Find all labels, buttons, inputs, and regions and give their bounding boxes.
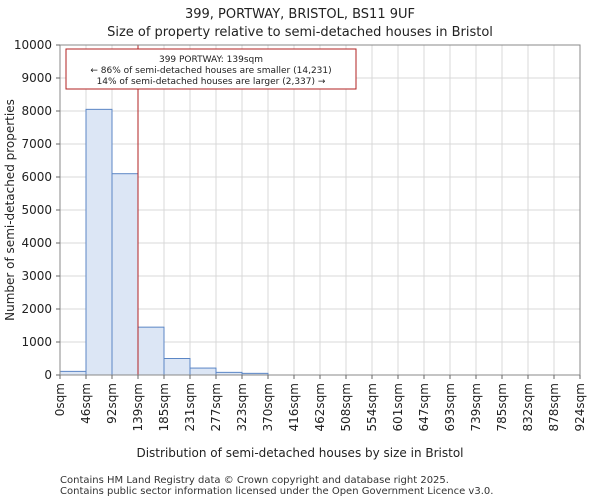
y-tick-label: 2000 [21, 302, 52, 316]
x-tick-label: 554sqm [365, 383, 379, 431]
chart-title-line2: Size of property relative to semi-detach… [107, 25, 493, 40]
x-tick-label: 416sqm [287, 383, 301, 431]
x-tick-label: 323sqm [235, 383, 249, 431]
bar [163, 358, 191, 376]
y-tick-label: 6000 [21, 170, 52, 184]
bar [189, 367, 217, 376]
annotation-line2: ← 86% of semi-detached houses are smalle… [90, 66, 331, 76]
y-tick-label: 5000 [21, 203, 52, 217]
annotation-box: 399 PORTWAY: 139sqm ← 86% of semi-detach… [65, 48, 357, 90]
y-tick-label: 8000 [21, 104, 52, 118]
y-tick-label: 0 [44, 368, 52, 382]
x-tick-label: 185sqm [157, 383, 171, 431]
x-tick-label: 647sqm [417, 383, 431, 431]
x-tick-label: 785sqm [495, 383, 509, 431]
bar [137, 326, 165, 376]
y-tick-label: 7000 [21, 137, 52, 151]
y-tick-label: 1000 [21, 335, 52, 349]
y-axis-label: Number of semi-detached properties [3, 99, 17, 321]
bar [111, 173, 139, 376]
x-axis-label: Distribution of semi-detached houses by … [136, 446, 463, 460]
annotation-line3: 14% of semi-detached houses are larger (… [97, 77, 326, 87]
x-tick-label: 693sqm [443, 383, 457, 431]
x-tick-label: 92sqm [105, 383, 119, 424]
x-tick-label: 924sqm [573, 383, 587, 431]
y-tick-label: 3000 [21, 269, 52, 283]
x-tick-label: 46sqm [79, 383, 93, 424]
x-ticks: 0sqm 46sqm 92sqm 139sqm 185sqm 231sqm 277sqm 32… [53, 375, 587, 431]
x-tick-label: 0sqm [53, 383, 67, 416]
x-tick-label: 739sqm [469, 383, 483, 431]
x-tick-label: 231sqm [183, 383, 197, 431]
x-tick-label: 370sqm [261, 383, 275, 431]
annotation-line1: 399 PORTWAY: 139sqm [159, 55, 263, 65]
footer-line1: Contains HM Land Registry data © Crown c… [60, 475, 449, 486]
y-tick-label: 9000 [21, 71, 52, 85]
x-tick-label: 878sqm [547, 383, 561, 431]
x-tick-label: 139sqm [131, 383, 145, 431]
x-tick-label: 832sqm [521, 383, 535, 431]
y-tick-label: 4000 [21, 236, 52, 250]
y-tick-label: 10000 [14, 38, 52, 52]
x-tick-label: 277sqm [209, 383, 223, 431]
annotation-frame [65, 48, 357, 90]
footer-line2: Contains public sector information licen… [60, 486, 493, 497]
x-tick-label: 601sqm [391, 383, 405, 431]
bar [59, 370, 87, 376]
x-tick-label: 508sqm [339, 383, 353, 431]
y-ticks: 0 1000 2000 3000 4000 5000 6000 7000 8000 9000 100… [14, 38, 60, 382]
bar [85, 108, 113, 376]
chart-title-line1: 399, PORTWAY, BRISTOL, BS11 9UF [185, 7, 415, 22]
x-tick-label: 462sqm [313, 383, 327, 431]
